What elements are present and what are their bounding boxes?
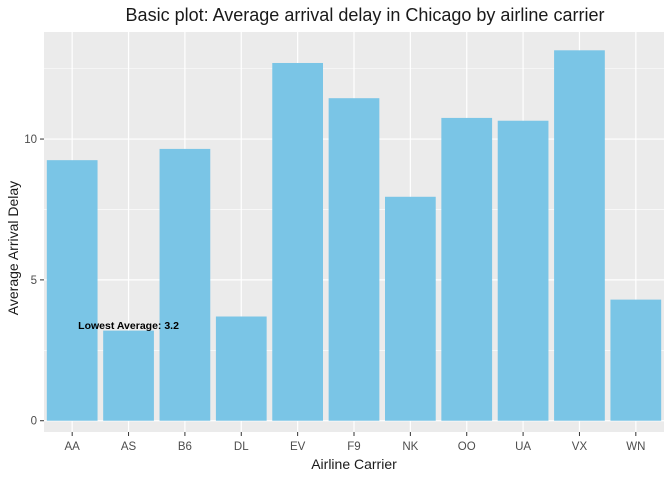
x-tick-label-vx: VX xyxy=(572,441,588,453)
x-axis: AA AS B6 DL EV F9 NK OO UA VX WN xyxy=(65,432,645,453)
bar-wn xyxy=(610,299,662,421)
bars xyxy=(46,50,662,421)
y-tick-label: 0 xyxy=(31,416,37,428)
x-tick-label-b6: B6 xyxy=(178,441,192,453)
bar-ev xyxy=(272,62,323,421)
bar-b6 xyxy=(159,148,211,421)
bar-vx xyxy=(554,50,605,421)
y-axis-label: Average Arrival Delay xyxy=(5,181,21,315)
annotation-label: Lowest Average: 3.2 xyxy=(78,320,179,332)
y-axis: 0 5 10 xyxy=(24,134,44,428)
x-tick-label-dl: DL xyxy=(234,441,249,453)
x-tick-label-ev: EV xyxy=(290,441,306,453)
bar-oo xyxy=(441,117,493,421)
x-tick-label-ua: UA xyxy=(515,441,531,453)
x-tick-label-f9: F9 xyxy=(347,441,360,453)
x-tick-label-nk: NK xyxy=(402,441,418,453)
x-tick-label-oo: OO xyxy=(458,441,476,453)
bar-f9 xyxy=(328,98,380,421)
x-tick-label-aa: AA xyxy=(65,441,81,453)
x-axis-label: Airline Carrier xyxy=(311,456,397,472)
x-tick-label-as: AS xyxy=(121,441,137,453)
bar-nk xyxy=(385,196,436,421)
bar-ua xyxy=(497,120,549,421)
y-tick-label: 10 xyxy=(24,134,37,146)
bar-dl xyxy=(215,316,267,421)
bar-aa xyxy=(46,160,98,421)
chart-title: Basic plot: Average arrival delay in Chi… xyxy=(126,5,605,25)
bar-as xyxy=(103,330,154,421)
y-tick-label: 5 xyxy=(31,275,37,287)
x-tick-label-wn: WN xyxy=(626,441,645,453)
